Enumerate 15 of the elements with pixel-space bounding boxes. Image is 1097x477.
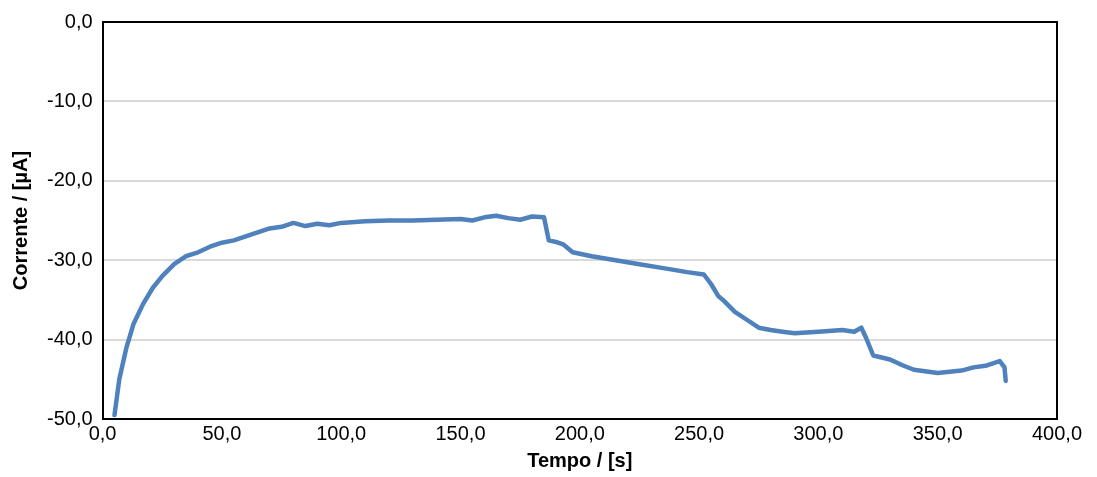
x-tick-label: 350,0 xyxy=(912,421,963,444)
y-tick-label: -30,0 xyxy=(46,247,93,270)
x-tick-label: 400,0 xyxy=(1031,421,1083,444)
y-tick-label: -10,0 xyxy=(46,88,93,111)
y-axis-title: Corrente / [µA] xyxy=(8,150,31,291)
x-tick-label: 200,0 xyxy=(554,421,605,444)
x-axis-title: Tempo / [s] xyxy=(527,448,633,471)
x-tick-label: 300,0 xyxy=(793,421,844,444)
x-tick-label: 250,0 xyxy=(674,421,725,444)
x-tick-label: 100,0 xyxy=(316,421,367,444)
x-tick-label: 50,0 xyxy=(202,421,242,444)
y-tick-label: -40,0 xyxy=(46,327,93,350)
y-tick-label: 0,0 xyxy=(64,9,93,32)
x-tick-label: 150,0 xyxy=(435,421,486,444)
y-tick-label: -20,0 xyxy=(46,168,93,191)
